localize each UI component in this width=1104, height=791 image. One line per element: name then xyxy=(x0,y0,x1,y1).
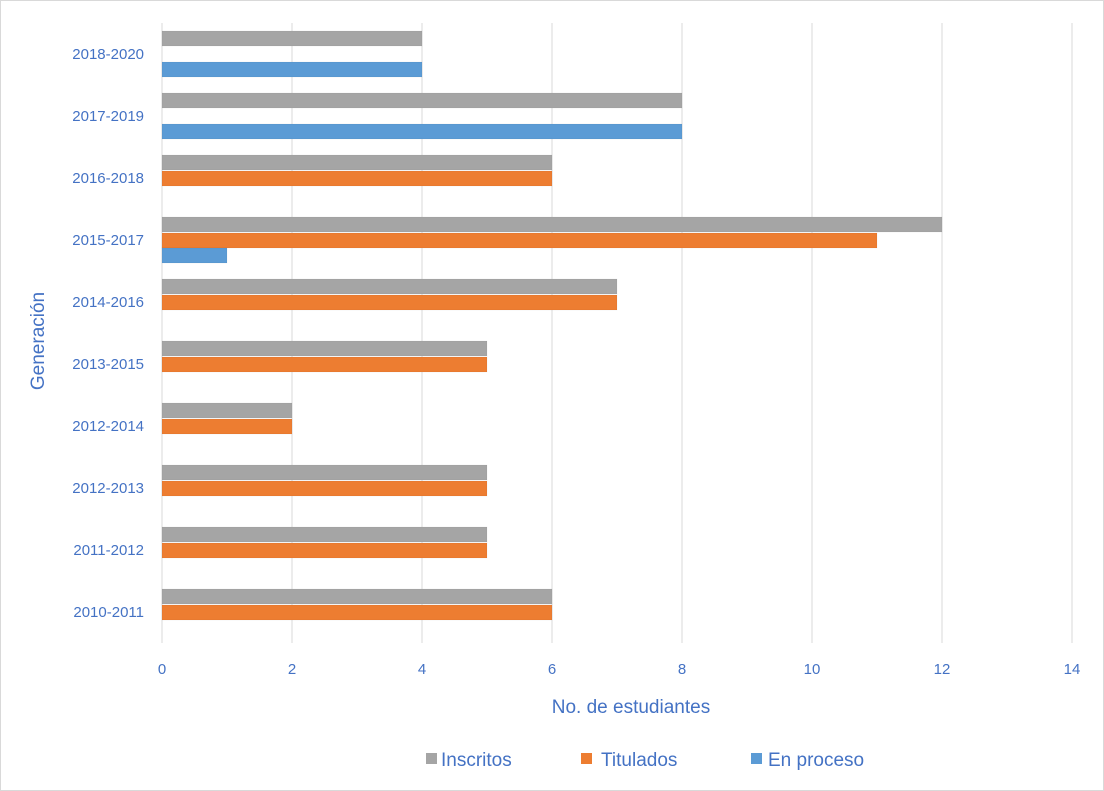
legend-label: Titulados xyxy=(601,750,677,771)
bar-inscritos xyxy=(161,216,943,233)
x-tick-label: 0 xyxy=(158,661,166,678)
category-label: 2014-2016 xyxy=(72,294,144,311)
category-label: 2011-2012 xyxy=(73,542,144,559)
bar-inscritos xyxy=(161,464,488,481)
legend-swatch xyxy=(751,753,762,764)
category-label: 2010-2011 xyxy=(73,604,144,621)
bar-inscritos xyxy=(161,154,553,171)
x-tick-label: 2 xyxy=(288,661,296,678)
bar-titulados xyxy=(161,232,878,249)
x-tick-label: 4 xyxy=(418,661,426,678)
bar-inscritos xyxy=(161,402,293,419)
bar-titulados xyxy=(161,542,488,559)
x-tick-labels: 0 2 4 6 8 10 12 14 xyxy=(158,661,1081,678)
category-label: 2012-2013 xyxy=(72,480,144,497)
bar-titulados xyxy=(161,604,553,621)
category-label: 2017-2019 xyxy=(72,108,144,125)
bar-inscritos xyxy=(161,278,618,295)
x-tick-label: 12 xyxy=(934,661,951,678)
bar-inscritos xyxy=(161,92,683,109)
bar-en-proceso xyxy=(161,61,423,78)
y-axis-title: Generación xyxy=(28,292,49,390)
x-tick-label: 8 xyxy=(678,661,686,678)
legend: Inscritos Titulados En proceso xyxy=(426,750,864,771)
category-label: 2013-2015 xyxy=(72,356,144,373)
bar-en-proceso xyxy=(161,123,683,140)
category-label: 2015-2017 xyxy=(72,232,144,249)
bar-titulados xyxy=(161,356,488,373)
bar-titulados xyxy=(161,294,618,311)
legend-swatch xyxy=(581,753,592,764)
category-label: 2018-2020 xyxy=(72,46,144,63)
bar-titulados xyxy=(161,418,293,435)
x-axis-title: No. de estudiantes xyxy=(552,697,710,718)
bar-titulados xyxy=(161,480,488,497)
x-tick-label: 14 xyxy=(1064,661,1081,678)
legend-label: Inscritos xyxy=(441,750,512,771)
bar-inscritos xyxy=(161,340,488,357)
bar-inscritos xyxy=(161,588,553,605)
bar-inscritos xyxy=(161,30,423,47)
legend-label: En proceso xyxy=(768,750,864,771)
category-labels: 2018-2020 2017-2019 2016-2018 2015-2017 2014… xyxy=(72,46,144,621)
bars xyxy=(161,30,943,621)
x-tick-label: 10 xyxy=(804,661,821,678)
bar-en-proceso xyxy=(161,247,228,264)
legend-swatch xyxy=(426,753,437,764)
category-label: 2012-2014 xyxy=(72,418,144,435)
bar-titulados xyxy=(161,170,553,187)
x-tick-label: 6 xyxy=(548,661,556,678)
bar-inscritos xyxy=(161,526,488,543)
category-label: 2016-2018 xyxy=(72,170,144,187)
